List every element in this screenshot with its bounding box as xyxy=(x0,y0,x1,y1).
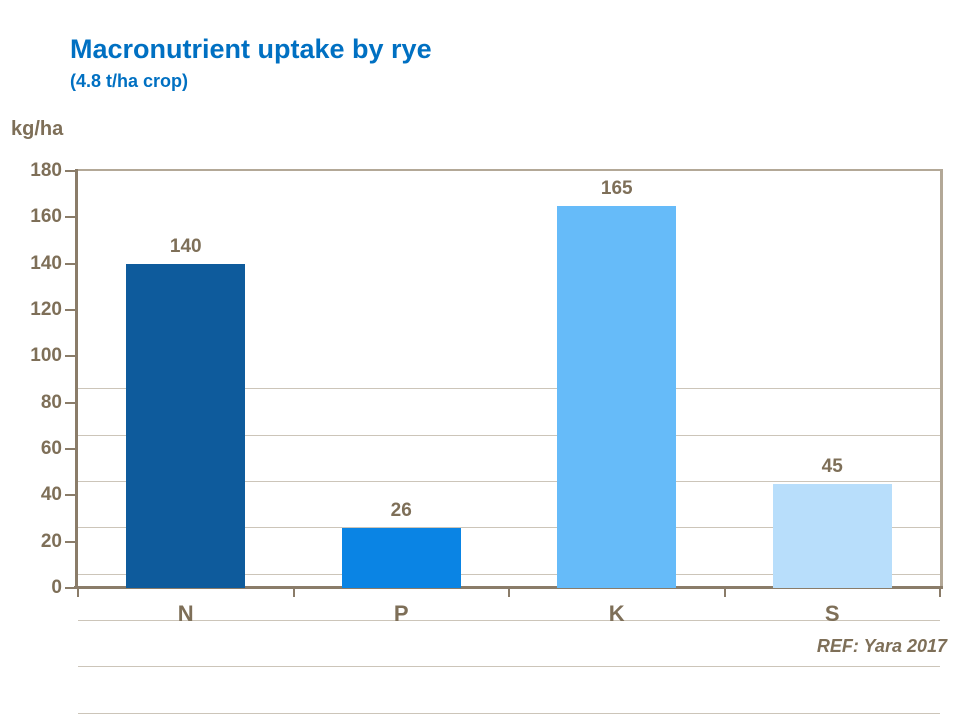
x-axis-tick xyxy=(508,589,510,597)
y-axis-tick xyxy=(65,262,76,265)
y-axis-tick-label: 140 xyxy=(30,252,62,274)
y-axis-tick-label: 120 xyxy=(30,299,62,320)
gridline-120 xyxy=(78,481,940,482)
plot-frame-top xyxy=(78,169,943,171)
x-axis-tick xyxy=(723,589,726,597)
x-axis-category-label-K: K xyxy=(608,601,625,626)
y-axis-unit-label: kg/ha xyxy=(11,118,64,140)
y-axis-tick-label: 0 xyxy=(51,577,62,598)
y-axis-tick xyxy=(65,448,76,450)
y-axis-tick xyxy=(65,587,76,589)
y-axis-line xyxy=(75,169,78,589)
x-axis-category-label-N: N xyxy=(177,601,194,626)
y-axis-tick xyxy=(65,355,76,358)
bar-value-label-N: 140 xyxy=(169,235,202,257)
y-axis-tick-label: 100 xyxy=(30,345,62,367)
gridline-40 xyxy=(78,666,940,668)
y-axis-tick xyxy=(65,170,76,172)
y-axis-tick-label: 180 xyxy=(30,160,62,181)
y-axis-tick xyxy=(65,216,76,219)
gridline-140 xyxy=(78,434,940,436)
chart-title: Macronutrient uptake by rye xyxy=(70,34,432,64)
bar-value-label-P: 26 xyxy=(390,499,412,521)
gridline-80 xyxy=(78,573,940,575)
y-axis-tick xyxy=(65,494,76,497)
x-axis-category-label-S: S xyxy=(824,601,840,626)
bar-P xyxy=(341,527,461,588)
y-axis-tick xyxy=(65,401,76,404)
y-axis-tick xyxy=(65,309,76,311)
gridline-160 xyxy=(78,388,940,390)
x-axis-tick xyxy=(77,589,79,597)
gridline-60 xyxy=(78,620,940,621)
x-axis-tick xyxy=(939,589,941,597)
x-axis-line xyxy=(74,586,943,589)
bar-value-label-S: 45 xyxy=(821,455,843,477)
y-axis-tick xyxy=(65,540,76,543)
y-axis-tick-label: 40 xyxy=(40,484,62,506)
x-axis-tick xyxy=(292,589,295,597)
y-axis-tick-label: 80 xyxy=(40,391,62,413)
chart-subtitle: (4.8 t/ha crop) xyxy=(70,71,189,91)
reference-note: REF: Yara 2017 xyxy=(816,636,947,656)
plot-area xyxy=(78,171,940,714)
bar-K xyxy=(557,205,677,588)
y-axis-tick-label: 60 xyxy=(40,438,62,459)
y-axis-tick-label: 160 xyxy=(30,206,62,228)
plot-frame-right xyxy=(940,169,943,589)
gridline-20 xyxy=(78,712,940,714)
bar-S xyxy=(772,483,892,588)
bar-value-label-K: 165 xyxy=(600,177,633,199)
bar-N xyxy=(126,263,246,588)
x-axis-category-label-P: P xyxy=(393,601,409,626)
y-axis-tick-label: 20 xyxy=(40,530,62,552)
gridline-100 xyxy=(78,527,940,529)
